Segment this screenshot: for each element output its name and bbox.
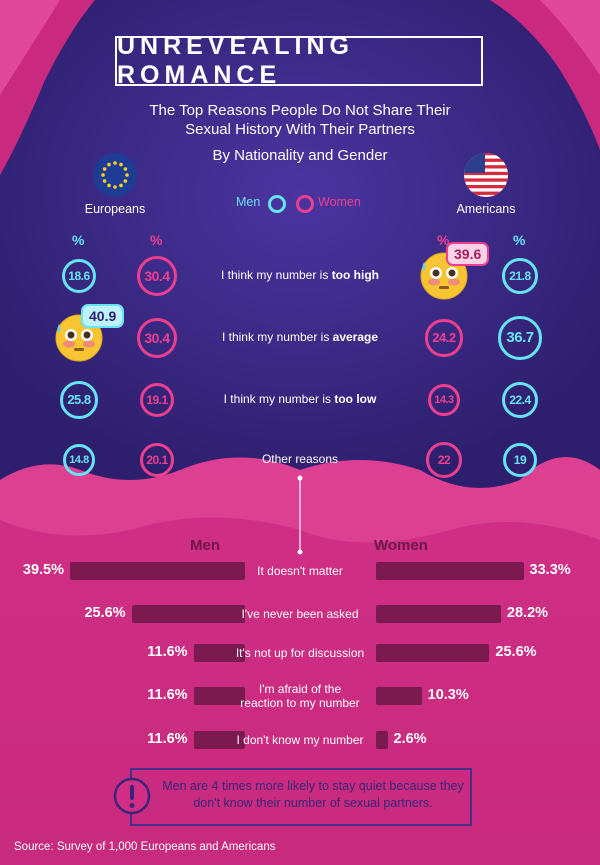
reason-label: I think my number is too high xyxy=(220,268,380,282)
eu-men-value: 14.8 xyxy=(63,444,95,476)
eu-men-percent-header: % xyxy=(72,232,85,248)
eu-flag-icon xyxy=(93,153,137,197)
eu-men-max-badge: 40.9 xyxy=(81,304,125,328)
us-flag-icon xyxy=(464,153,508,197)
men-header: Men xyxy=(190,537,220,554)
men-value-label: 11.6% xyxy=(147,687,188,703)
women-header: Women xyxy=(374,537,428,554)
subtitle-line1: The Top Reasons People Do Not Share Thei… xyxy=(149,102,451,119)
legend-men-circle xyxy=(268,195,286,213)
men-bar xyxy=(131,605,245,623)
eu-men-value: 25.8 xyxy=(60,381,98,419)
men-value-label: 11.6% xyxy=(147,731,188,747)
women-value-label: 25.6% xyxy=(495,644,537,660)
us-women-value: 22 xyxy=(426,442,462,478)
sheet-corner-right xyxy=(490,0,600,150)
reason-category-label: I don't know my number xyxy=(236,733,364,747)
men-value-label: 25.6% xyxy=(84,605,126,621)
reason-category-label: It doesn't matter xyxy=(257,564,343,578)
us-men-value: 22.4 xyxy=(501,381,539,419)
women-value-label: 10.3% xyxy=(427,687,469,703)
women-value-label: 2.6% xyxy=(393,731,427,747)
women-bar xyxy=(376,644,490,662)
us-women-value: 14.3 xyxy=(428,384,460,416)
us-men-value: 36.7 xyxy=(498,316,542,360)
reason-label: Other reasons xyxy=(261,452,339,466)
page-title: UNREVEALING ROMANCE xyxy=(117,32,354,89)
americans-label: Americans xyxy=(456,202,516,216)
reason-category-label: I've never been asked xyxy=(241,607,359,621)
men-bar xyxy=(193,731,245,749)
women-bar xyxy=(376,562,524,580)
exclamation-icon xyxy=(113,777,151,815)
women-bar xyxy=(376,731,388,749)
us-men-percent-header: % xyxy=(513,232,526,248)
blue-sheet xyxy=(0,0,600,488)
reason-label: I think my number is average xyxy=(221,330,379,344)
men-value-label: 11.6% xyxy=(147,644,188,660)
title-box: UNREVEALING ROMANCE xyxy=(115,32,483,89)
men-bar xyxy=(193,644,245,662)
note-text: Men are 4 times more likely to stay quie… xyxy=(162,779,464,810)
eu-women-value: 30.4 xyxy=(136,317,178,359)
women-bar xyxy=(376,687,422,705)
men-value-label: 39.5% xyxy=(22,562,64,578)
women-value-label: 33.3% xyxy=(529,562,571,578)
source-text: Source: Survey of 1,000 Europeans and Am… xyxy=(14,841,276,853)
eu-men-value: 18.6 xyxy=(61,258,96,293)
byline: By Nationality and Gender xyxy=(212,147,388,164)
women-bar xyxy=(376,605,501,623)
us-men-value: 21.8 xyxy=(502,258,538,294)
us-men-value: 19 xyxy=(502,442,538,478)
reason-category-label: I'm afraid of the reaction to my number xyxy=(240,682,360,710)
eu-women-value: 19.1 xyxy=(139,382,175,418)
reason-label: I think my number is too low xyxy=(223,392,377,406)
legend-men-label: Men xyxy=(236,195,261,209)
men-bar xyxy=(70,562,245,580)
men-bar xyxy=(193,687,245,705)
legend-women-label: Women xyxy=(318,195,361,209)
us-women-value: 24.2 xyxy=(425,319,463,357)
eu-women-value: 20.1 xyxy=(139,442,175,478)
eu-women-percent-header: % xyxy=(150,232,163,248)
europeans-label: Europeans xyxy=(84,202,146,216)
reason-category-label: It's not up for discussion xyxy=(235,646,365,660)
legend-women-circle xyxy=(296,195,314,213)
us-women-max-badge: 39.6 xyxy=(446,242,490,266)
women-value-label: 28.2% xyxy=(506,605,549,621)
subtitle-line2: Sexual History With Their Partners xyxy=(185,121,415,138)
eu-women-value: 30.4 xyxy=(136,255,178,297)
